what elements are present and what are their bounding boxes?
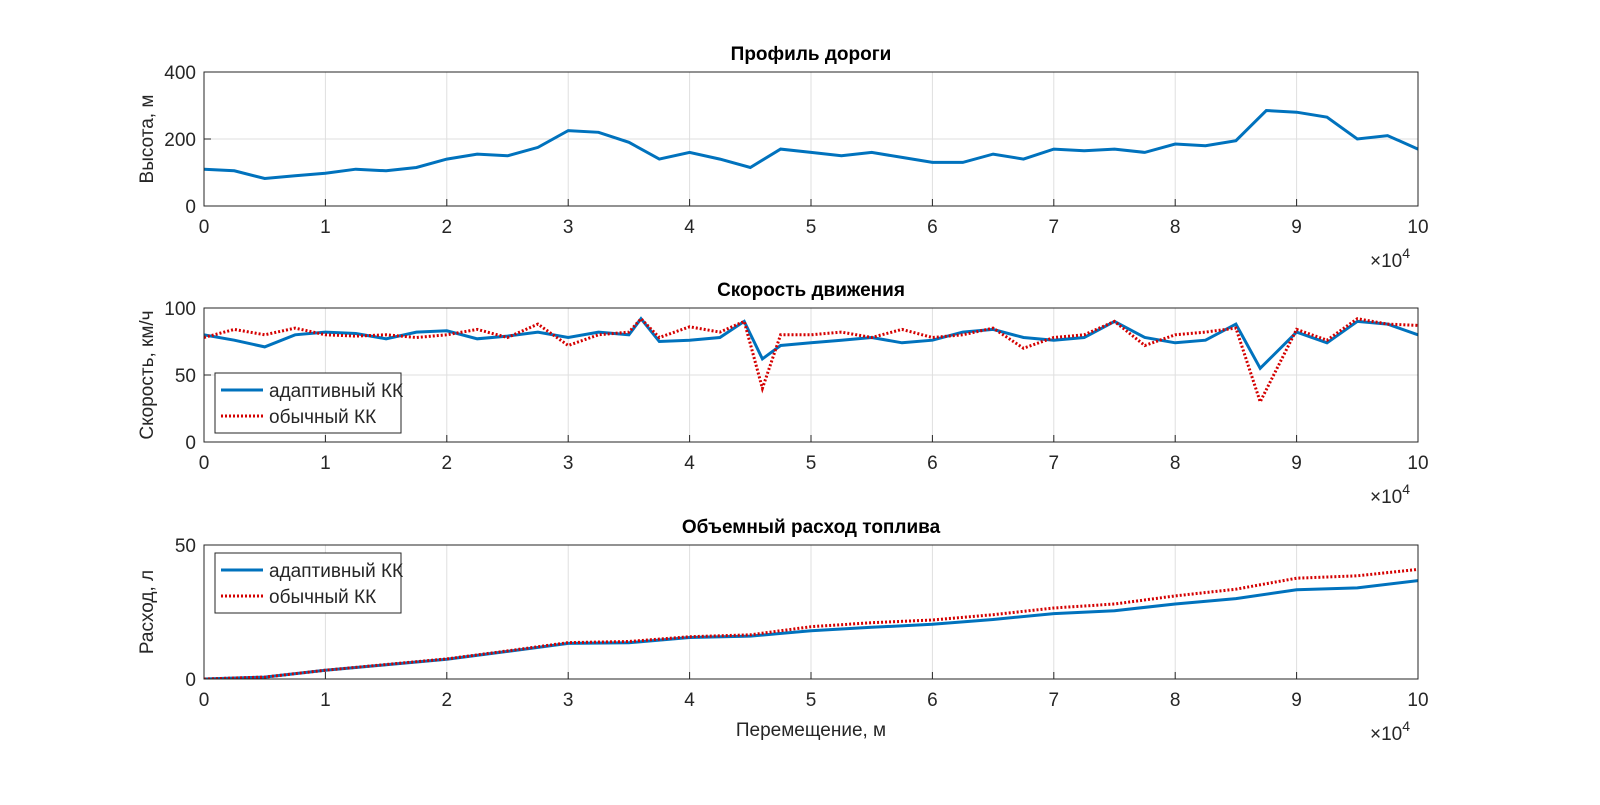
- legend-label: адаптивный КК: [269, 561, 403, 582]
- legend-label: обычный КК: [269, 407, 376, 428]
- data-line: [204, 316, 1418, 406]
- x-tick-label: 2: [442, 217, 453, 238]
- x-multiplier: ×104: [1370, 481, 1410, 508]
- legend-box: [214, 552, 402, 614]
- y-axis-label: Высота, м: [137, 95, 158, 184]
- legend-box: [214, 372, 402, 434]
- legend-label: адаптивный КК: [269, 381, 403, 402]
- data-line: [204, 108, 1418, 181]
- x-multiplier-base: ×10: [1370, 251, 1402, 272]
- x-tick-label: 5: [806, 453, 817, 474]
- x-tick-label: 7: [1049, 453, 1060, 474]
- y-tick-label: 0: [185, 433, 196, 454]
- y-tick-label: 0: [185, 197, 196, 218]
- y-tick-label: 200: [164, 130, 196, 151]
- x-tick-label: 5: [806, 217, 817, 238]
- x-tick-label: 4: [684, 690, 695, 711]
- x-multiplier-base: ×10: [1370, 487, 1402, 508]
- x-multiplier: ×104: [1370, 718, 1410, 745]
- x-multiplier-exponent: 4: [1402, 481, 1410, 497]
- x-tick-label: 8: [1170, 453, 1181, 474]
- y-tick-label: 400: [164, 63, 196, 84]
- x-tick-label: 1: [320, 690, 331, 711]
- x-tick-label: 6: [927, 217, 938, 238]
- x-tick-label: 6: [927, 453, 938, 474]
- y-tick-label: 50: [175, 366, 196, 387]
- data-line: [204, 579, 1418, 679]
- axes-box: [203, 307, 1419, 443]
- data-line: [204, 567, 1418, 679]
- x-tick-label: 3: [563, 453, 574, 474]
- x-tick-label: 4: [684, 217, 695, 238]
- x-tick-label: 9: [1291, 217, 1302, 238]
- x-multiplier-exponent: 4: [1402, 245, 1410, 261]
- x-tick-label: 10: [1407, 217, 1428, 238]
- x-multiplier-exponent: 4: [1402, 718, 1410, 734]
- x-tick-label: 1: [320, 453, 331, 474]
- x-tick-label: 5: [806, 690, 817, 711]
- x-tick-label: 4: [684, 453, 695, 474]
- x-tick-label: 10: [1407, 453, 1428, 474]
- x-tick-label: 8: [1170, 690, 1181, 711]
- axes-box: [203, 71, 1419, 207]
- x-tick-label: 7: [1049, 217, 1060, 238]
- x-tick-label: 9: [1291, 453, 1302, 474]
- y-axis-label: Расход, л: [137, 570, 158, 654]
- x-tick-label: 0: [199, 690, 210, 711]
- x-tick-label: 10: [1407, 690, 1428, 711]
- y-tick-label: 100: [164, 299, 196, 320]
- chart-title: Объемный расход топлива: [682, 517, 941, 538]
- x-tick-label: 0: [199, 453, 210, 474]
- x-tick-label: 1: [320, 217, 331, 238]
- y-tick-label: 0: [185, 670, 196, 691]
- x-multiplier: ×104: [1370, 245, 1410, 272]
- x-tick-label: 3: [563, 690, 574, 711]
- x-tick-label: 3: [563, 217, 574, 238]
- x-tick-label: 7: [1049, 690, 1060, 711]
- axes-box: [203, 544, 1419, 680]
- x-tick-label: 6: [927, 690, 938, 711]
- y-tick-label: 50: [175, 536, 196, 557]
- x-multiplier-base: ×10: [1370, 724, 1402, 745]
- x-tick-label: 2: [442, 453, 453, 474]
- x-tick-label: 2: [442, 690, 453, 711]
- legend-label: обычный КК: [269, 587, 376, 608]
- x-axis-label: Перемещение, м: [736, 720, 886, 741]
- x-tick-label: 9: [1291, 690, 1302, 711]
- data-line: [204, 316, 1418, 371]
- y-axis-label: Скорость, км/ч: [137, 310, 158, 439]
- chart-title: Скорость движения: [717, 280, 905, 301]
- x-tick-label: 8: [1170, 217, 1181, 238]
- chart-title: Профиль дороги: [731, 44, 892, 65]
- x-tick-label: 0: [199, 217, 210, 238]
